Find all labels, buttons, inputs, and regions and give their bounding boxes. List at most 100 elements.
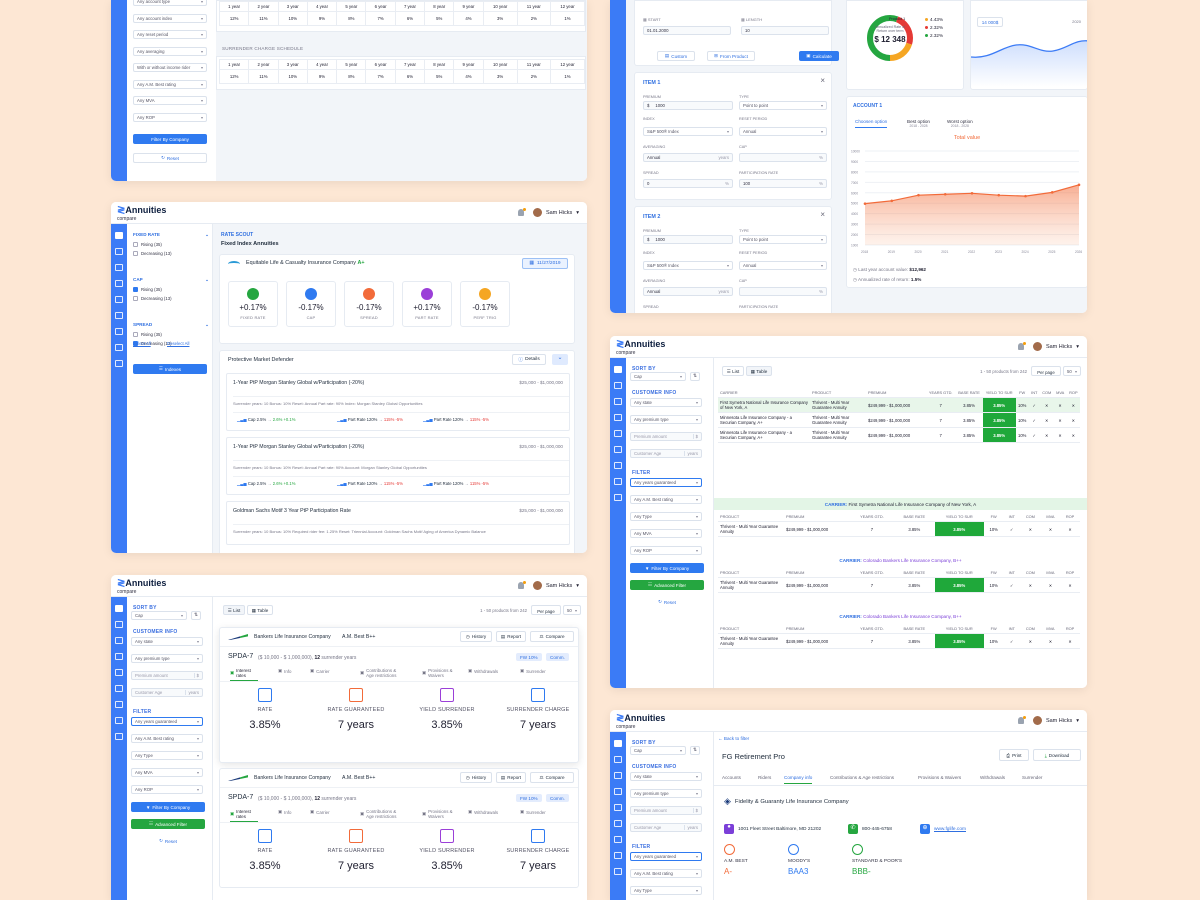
column-header[interactable]: BASE RATE bbox=[893, 624, 935, 634]
column-header[interactable]: COM bbox=[1019, 568, 1041, 578]
column-header[interactable]: YEARS GTD. bbox=[850, 568, 894, 578]
print-button[interactable]: ⎙ Print bbox=[999, 749, 1029, 761]
card-tab[interactable]: ▣ Withdrawals bbox=[468, 809, 499, 815]
close-icon[interactable]: × bbox=[820, 210, 825, 219]
filter-by-company-button[interactable]: ▼ Filter By Company bbox=[131, 802, 205, 812]
filter-select[interactable]: Any averaging bbox=[133, 46, 207, 56]
participation-input[interactable]: 100% bbox=[739, 179, 827, 188]
trend-checkbox[interactable]: Rising (35) bbox=[133, 332, 162, 338]
type-select[interactable]: Any Type bbox=[630, 512, 702, 521]
trend-metric-card[interactable]: -0.17% PERF TRIG bbox=[460, 281, 510, 327]
carrier-group-header[interactable]: CARRIER: Colorado Bankers Life Insurance… bbox=[839, 557, 962, 563]
column-header[interactable]: PREMIUM bbox=[784, 568, 850, 578]
column-header[interactable]: YIELD TO SUR bbox=[934, 568, 984, 578]
premium-input[interactable]: $1000 bbox=[643, 235, 733, 244]
user-menu[interactable]: Sam Hicks ▾ bbox=[1017, 716, 1079, 725]
column-header[interactable]: PRODUCT bbox=[718, 624, 784, 634]
filter-select[interactable]: Any A.M. Best rating bbox=[133, 79, 207, 89]
expand-chevron-icon[interactable]: ⌄ bbox=[552, 354, 568, 365]
reset-period-select[interactable]: Annual bbox=[739, 127, 827, 136]
averaging-input[interactable]: Annual years bbox=[643, 287, 733, 296]
card-tab[interactable]: ▣ Withdrawals bbox=[468, 668, 499, 674]
column-header[interactable]: BASE RATE bbox=[893, 568, 935, 578]
reset-period-select[interactable]: Annual bbox=[739, 261, 827, 270]
compare-button[interactable]: ⚖ Compare bbox=[530, 772, 574, 783]
list-view-toggle[interactable]: ☰ List bbox=[722, 366, 744, 376]
premium-amount-input[interactable]: Premium amount $ bbox=[131, 671, 203, 680]
column-header[interactable]: BASE RATE bbox=[955, 388, 983, 398]
per-page-select[interactable]: 50 bbox=[563, 605, 581, 615]
spread-input[interactable]: 0% bbox=[643, 179, 733, 188]
column-header[interactable]: COM bbox=[1039, 388, 1054, 398]
averaging-input[interactable]: Annual years bbox=[643, 153, 733, 162]
column-header[interactable]: MVA bbox=[1040, 568, 1061, 578]
premium-type-select[interactable]: Any premium type bbox=[131, 654, 203, 663]
filter-select[interactable]: Any account type bbox=[133, 0, 207, 6]
table-row[interactable]: Thrivent - Multi Year Guarantee Annuity … bbox=[718, 633, 1080, 649]
data-point[interactable] bbox=[917, 193, 920, 197]
type-select[interactable]: Point to point bbox=[739, 101, 827, 110]
custom-button[interactable]: ▤ Custom bbox=[657, 51, 695, 61]
table-row[interactable]: First Symetra National Life Insurance Co… bbox=[718, 397, 1080, 413]
state-select[interactable]: Any state bbox=[630, 398, 702, 407]
bell-icon[interactable] bbox=[1017, 342, 1026, 350]
years-guaranteed-select[interactable]: Any years guaranteed bbox=[630, 478, 702, 487]
index-select[interactable]: S&P 500® Index bbox=[643, 127, 733, 136]
data-point[interactable] bbox=[1024, 194, 1027, 198]
data-point[interactable] bbox=[943, 192, 947, 196]
index-select[interactable]: S&P 500® Index bbox=[643, 261, 733, 270]
trend-metric-card[interactable]: -0.17% CAP bbox=[286, 281, 336, 327]
rop-select[interactable]: Any ROP bbox=[630, 546, 702, 555]
report-button[interactable]: ▤ Report bbox=[496, 772, 526, 783]
trend-group-title[interactable]: CAP ⌄ bbox=[133, 277, 209, 282]
column-header[interactable]: FW bbox=[983, 512, 1004, 522]
history-button[interactable]: ◷ History bbox=[460, 772, 492, 783]
card-tab[interactable]: ▣ Info bbox=[278, 809, 292, 815]
sort-select[interactable]: Cap bbox=[630, 746, 686, 755]
bell-icon[interactable] bbox=[1017, 716, 1026, 724]
customer-age-input[interactable]: Customer Age years bbox=[131, 688, 203, 697]
product-tab[interactable]: Surrender bbox=[1022, 775, 1043, 780]
back-to-filter-link[interactable]: ← Back to filter bbox=[718, 736, 750, 741]
sort-order-icon[interactable]: ⇅ bbox=[690, 372, 700, 381]
premium-amount-input[interactable]: Premium amount $ bbox=[630, 432, 702, 441]
column-header[interactable]: FW bbox=[983, 624, 1004, 634]
card-tab[interactable]: ▣ Surrender bbox=[520, 809, 546, 815]
column-header[interactable]: FW bbox=[1015, 388, 1029, 398]
customer-age-input[interactable]: Customer Age years bbox=[630, 823, 702, 832]
premium-amount-input[interactable]: Premium amount $ bbox=[630, 806, 702, 815]
product-tab[interactable]: Riders bbox=[758, 775, 772, 780]
trend-checkbox[interactable]: Rising (35) bbox=[133, 242, 162, 248]
filter-select[interactable]: Any ROP bbox=[133, 112, 207, 122]
from-product-button[interactable]: ⊞ From Product bbox=[707, 51, 755, 61]
column-header[interactable]: PRODUCT bbox=[718, 512, 784, 522]
premium-input[interactable]: $1000 bbox=[643, 101, 733, 110]
deselect-all-link[interactable]: Deselect All bbox=[167, 341, 190, 346]
column-header[interactable]: PREMIUM bbox=[784, 624, 850, 634]
sort-select[interactable]: Cap bbox=[630, 372, 686, 381]
data-point[interactable] bbox=[890, 199, 894, 203]
column-header[interactable]: INT bbox=[1028, 388, 1040, 398]
column-header[interactable]: FW bbox=[983, 568, 1004, 578]
mva-select[interactable]: Any MVA bbox=[131, 768, 203, 777]
table-row[interactable]: Minnesota Life Insurance Company - a Sec… bbox=[718, 412, 1080, 428]
bell-icon[interactable] bbox=[517, 208, 526, 216]
filter-select[interactable]: Any reset period bbox=[133, 30, 207, 39]
customer-age-input[interactable]: Customer Age years bbox=[630, 449, 702, 458]
product-tab[interactable]: Provisions & Waivers bbox=[918, 775, 962, 780]
report-button[interactable]: ▤ Report bbox=[496, 631, 526, 642]
trend-checkbox[interactable]: Decreasing (13) bbox=[133, 251, 172, 257]
column-header[interactable]: MVA bbox=[1040, 624, 1061, 634]
column-header[interactable]: MVA bbox=[1040, 512, 1061, 522]
advanced-filter-button[interactable]: ☷ Advanced Filter bbox=[131, 819, 205, 829]
column-header[interactable]: YIELD TO SUR bbox=[934, 512, 984, 522]
product-tab[interactable]: Withdrawals bbox=[980, 775, 1006, 780]
filter-select[interactable]: Any MVA bbox=[133, 96, 207, 105]
product-tab[interactable]: Company info bbox=[784, 775, 813, 784]
product-row[interactable]: 1-Year PtP Morgan Stanley Global w/Parti… bbox=[226, 437, 570, 495]
table-row[interactable]: Thrivent - Multi Year Guarantee Annuity … bbox=[718, 521, 1080, 537]
state-select[interactable]: Any state bbox=[131, 637, 203, 646]
rop-select[interactable]: Any ROP bbox=[131, 785, 203, 794]
column-header[interactable]: INT bbox=[1003, 568, 1020, 578]
sort-select[interactable]: Cap bbox=[131, 611, 187, 620]
